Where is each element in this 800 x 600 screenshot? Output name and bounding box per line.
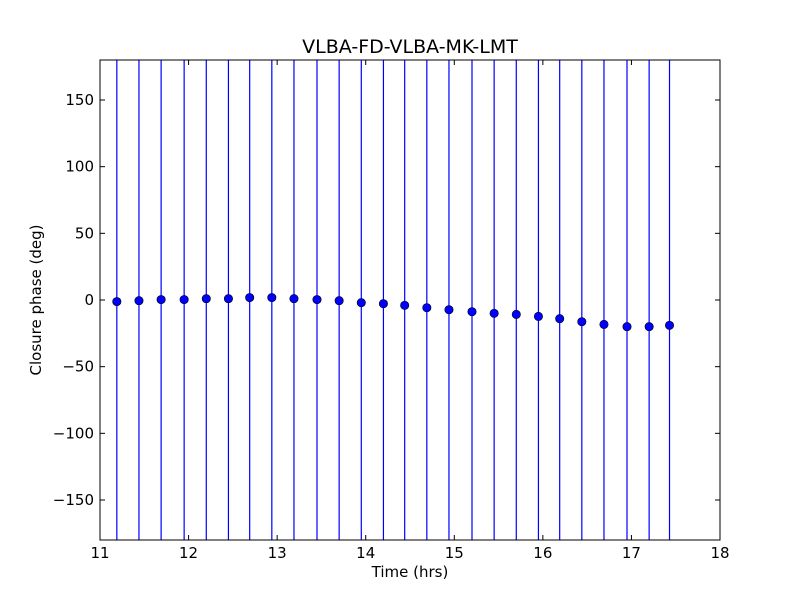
data-point bbox=[289, 294, 299, 304]
x-tick-label: 12 bbox=[179, 544, 198, 562]
y-tick-label: −100 bbox=[53, 424, 94, 442]
data-point bbox=[334, 296, 344, 306]
y-axis-label: Closure phase (deg) bbox=[27, 225, 45, 376]
y-tick-label: 50 bbox=[75, 224, 94, 242]
data-point bbox=[555, 314, 565, 324]
data-point bbox=[378, 299, 388, 309]
data-point bbox=[156, 295, 166, 305]
data-point bbox=[356, 298, 366, 308]
data-point bbox=[223, 294, 233, 304]
data-point bbox=[599, 319, 609, 329]
x-tick-label: 15 bbox=[445, 544, 464, 562]
x-tick-label: 17 bbox=[622, 544, 641, 562]
y-tick-label: −150 bbox=[53, 491, 94, 509]
data-point bbox=[245, 293, 255, 303]
data-point bbox=[622, 322, 632, 332]
data-point bbox=[422, 303, 432, 313]
x-tick-label: 11 bbox=[90, 544, 109, 562]
y-tick-label: −50 bbox=[62, 358, 94, 376]
data-point bbox=[665, 320, 675, 330]
x-tick-label: 14 bbox=[356, 544, 375, 562]
data-point bbox=[467, 307, 477, 317]
data-point bbox=[533, 311, 543, 321]
x-tick-label: 16 bbox=[533, 544, 552, 562]
data-point bbox=[577, 317, 587, 327]
data-point bbox=[489, 308, 499, 318]
data-point bbox=[400, 300, 410, 310]
plot-frame bbox=[99, 59, 721, 541]
data-point bbox=[511, 309, 521, 319]
y-tick-label: 100 bbox=[65, 158, 94, 176]
data-point bbox=[201, 294, 211, 304]
data-point bbox=[179, 295, 189, 305]
y-tick-label: 0 bbox=[84, 291, 94, 309]
y-tick-label: 150 bbox=[65, 91, 94, 109]
data-point bbox=[267, 293, 277, 303]
data-point bbox=[312, 295, 322, 305]
data-point bbox=[444, 305, 454, 315]
chart-title: VLBA-FD-VLBA-MK-LMT bbox=[302, 36, 518, 58]
x-tick-label: 18 bbox=[710, 544, 729, 562]
data-point bbox=[134, 296, 144, 306]
data-point bbox=[112, 297, 122, 307]
x-tick-label: 13 bbox=[268, 544, 287, 562]
data-point bbox=[644, 322, 654, 332]
x-axis-label: Time (hrs) bbox=[371, 563, 449, 581]
